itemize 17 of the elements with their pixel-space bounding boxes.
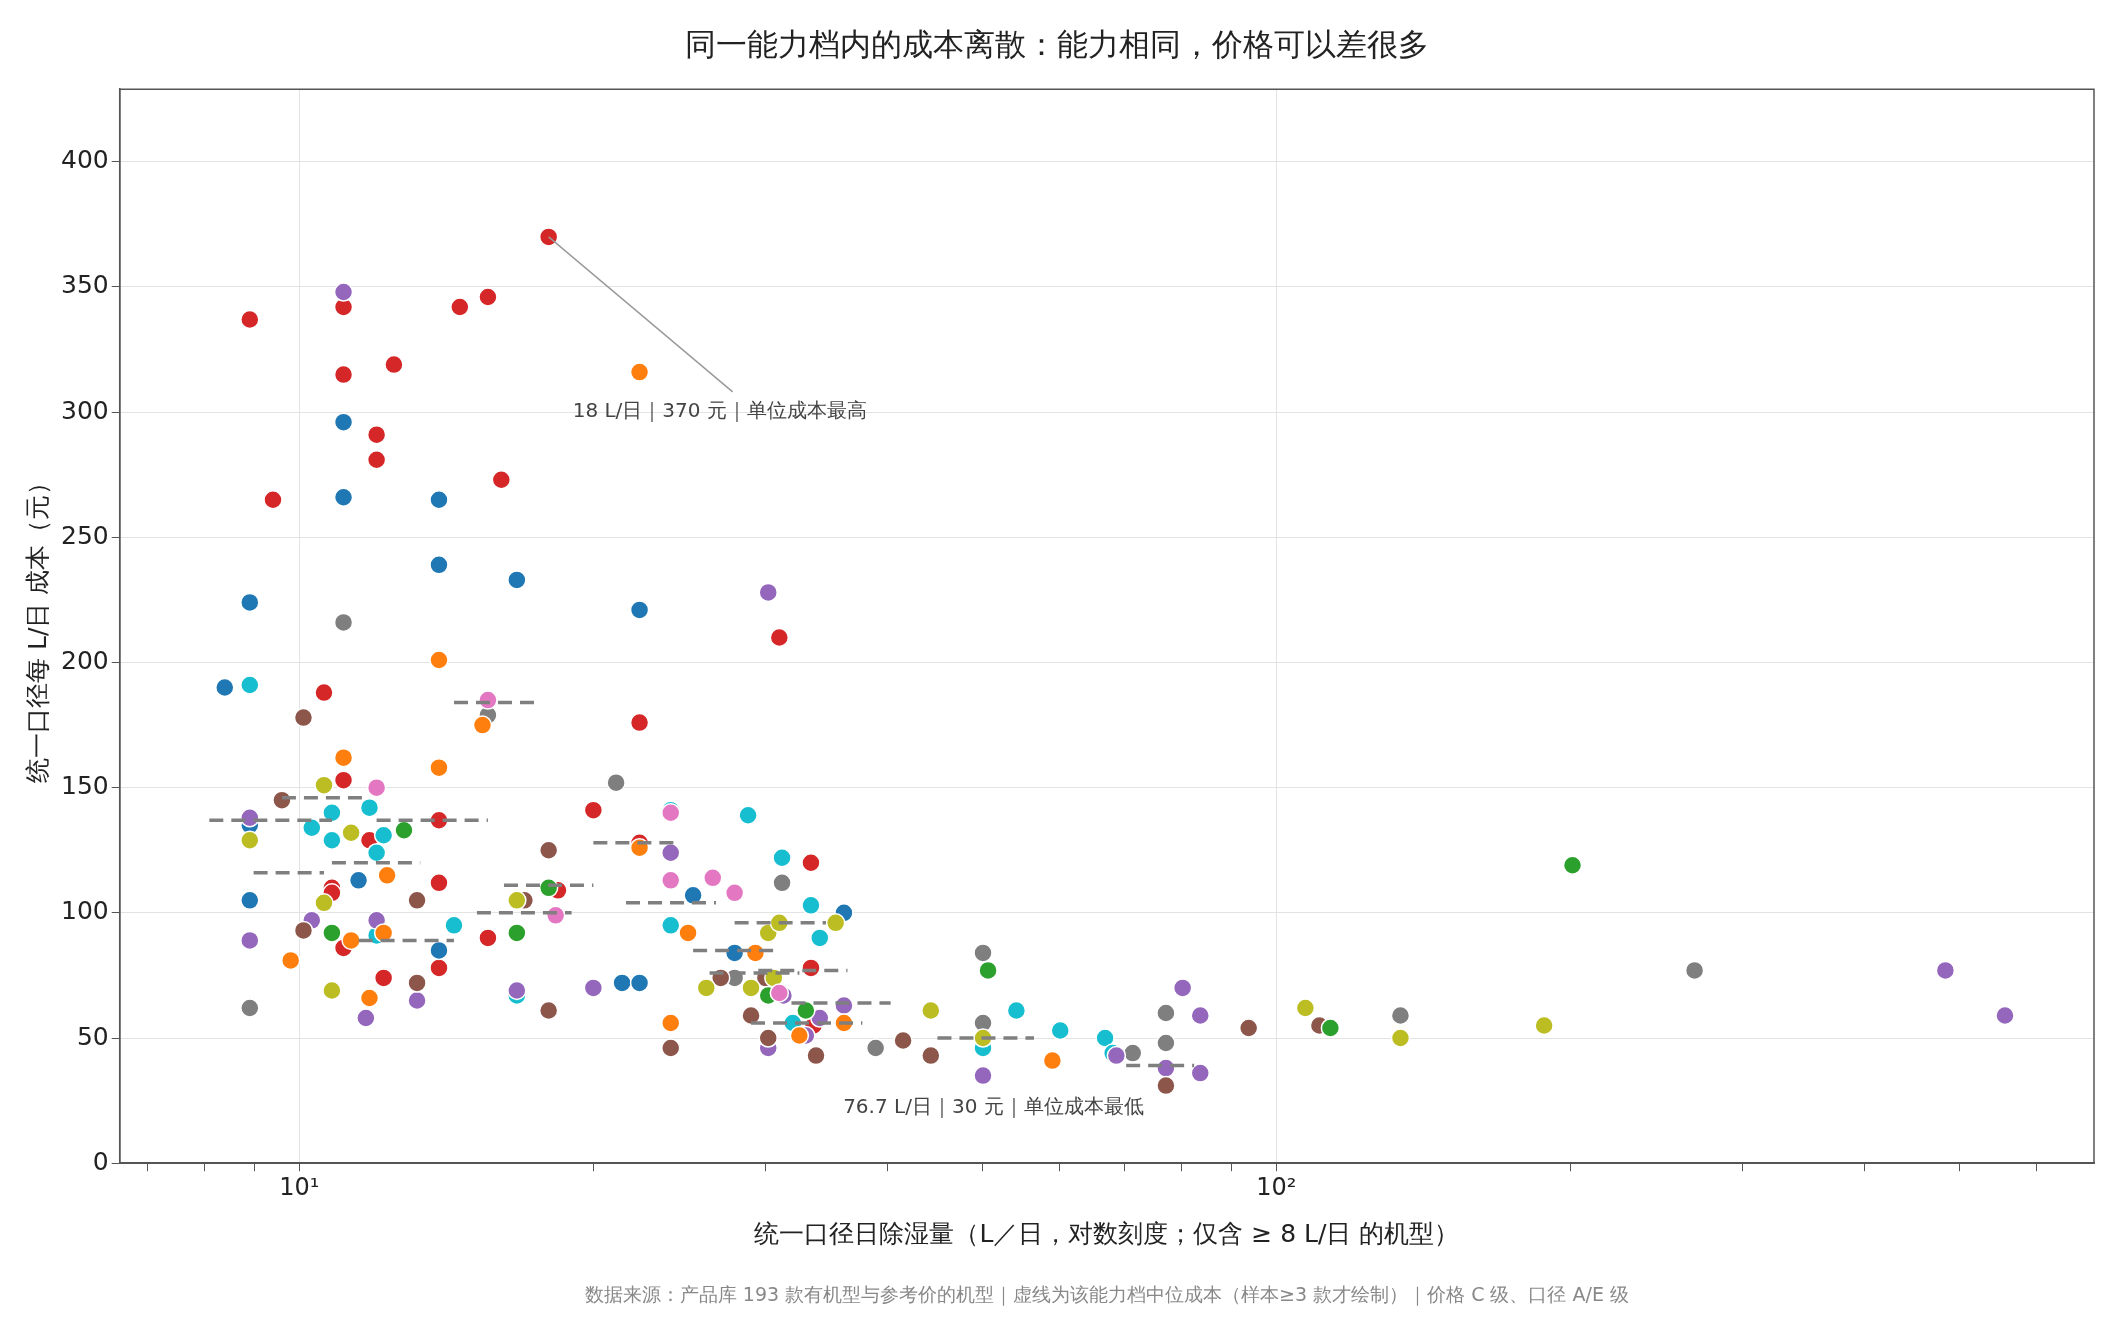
- y-tick-label: 350: [61, 270, 109, 300]
- annotation: 18 L/日｜370 元｜单位成本最高: [572, 398, 867, 423]
- y-tick-label: 150: [61, 771, 109, 801]
- x-tick-label: 10¹: [279, 1172, 320, 1201]
- y-tick-label: 0: [92, 1146, 109, 1176]
- y-tick-label: 250: [61, 520, 109, 550]
- y-tick-label: 200: [61, 646, 109, 675]
- annotation: 76.7 L/日｜30 元｜单位成本最低: [843, 1094, 1144, 1119]
- source-note: 数据来源：产品库 193 款有机型与参考价的机型｜虚线为该能力档中位成本（样本≥3 款才绘制）｜价格 C 级、口径 A/E 级: [584, 1282, 1629, 1306]
- x-axis-title: 统一口径日除湿量（L／日，对数刻度；仅含 ≥ 8 L/日 的机型）: [754, 1218, 1460, 1248]
- chart-title: 同一能力档内的成本离散：能力相同，价格可以差很多: [685, 25, 1429, 62]
- y-tick-label: 50: [76, 1021, 109, 1051]
- y-tick-label: 400: [61, 145, 109, 175]
- y-tick-label: 100: [61, 896, 109, 926]
- y-axis-title: 统一口径每 L/日 成本（元）: [22, 469, 52, 783]
- y-tick-label: 300: [61, 395, 109, 425]
- x-tick-label: 10²: [1256, 1172, 1297, 1201]
